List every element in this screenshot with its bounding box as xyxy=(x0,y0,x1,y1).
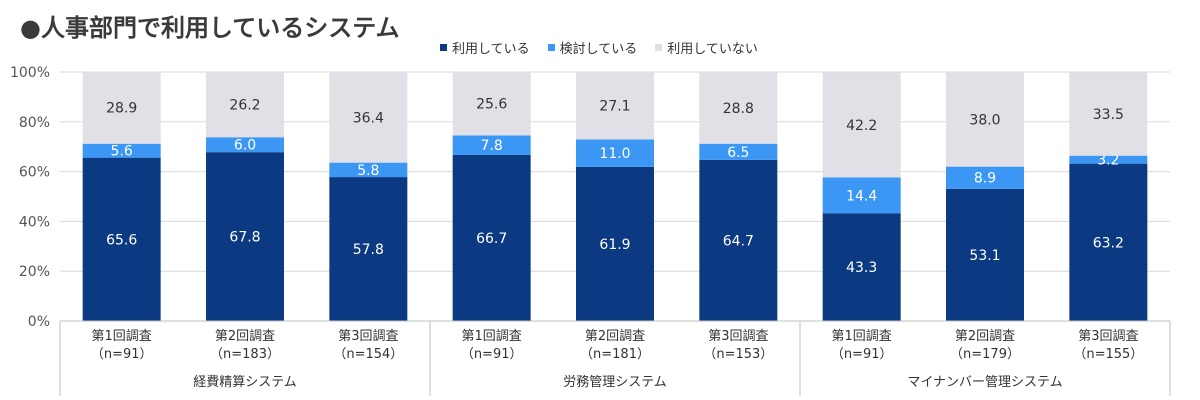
data-label: 38.0 xyxy=(969,112,1000,128)
category-sample-size: （n=91） xyxy=(91,347,153,362)
category-label: 第2回調査 xyxy=(585,329,645,344)
legend-swatch-not-using xyxy=(655,44,663,51)
category-label: 第1回調査 xyxy=(832,329,892,344)
bar-segment xyxy=(329,177,408,321)
category-label: 第1回調査 xyxy=(92,329,152,344)
legend-swatch-considering xyxy=(547,44,555,51)
data-label: 42.2 xyxy=(846,118,877,134)
data-label: 67.8 xyxy=(229,230,260,246)
y-tick-label: 100% xyxy=(10,65,50,81)
category-label: 第2回調査 xyxy=(955,329,1015,344)
data-label: 6.0 xyxy=(234,138,256,154)
bar-segment xyxy=(946,72,1024,167)
y-tick-label: 40% xyxy=(19,214,50,230)
bar-segment xyxy=(822,213,901,321)
category-sample-size: （n=183） xyxy=(210,347,280,362)
bar-segment xyxy=(206,137,284,153)
y-tick-label: 0% xyxy=(28,314,50,330)
bar-segment xyxy=(329,162,408,178)
category-sample-size: （n=154） xyxy=(333,347,403,362)
bar-segment xyxy=(822,177,901,214)
category-sample-size: （n=181） xyxy=(580,347,650,362)
data-label: 36.4 xyxy=(353,110,384,126)
data-label: 25.6 xyxy=(476,97,507,113)
data-label: 53.1 xyxy=(969,248,1000,264)
bar-segment xyxy=(946,188,1024,321)
category-sample-size: （n=155） xyxy=(1073,347,1143,362)
bar-segment xyxy=(946,166,1024,189)
bar-segment xyxy=(206,72,284,138)
bar-segment xyxy=(82,157,161,321)
data-label: 8.9 xyxy=(974,171,996,187)
bar-segment xyxy=(82,143,161,158)
data-label: 5.8 xyxy=(357,163,379,179)
bar-segment xyxy=(576,166,654,321)
data-label: 7.8 xyxy=(481,138,503,154)
bar-segment xyxy=(699,143,778,160)
bar-segment xyxy=(452,71,531,136)
category-label: 第1回調査 xyxy=(462,329,522,344)
data-label: 6.5 xyxy=(727,145,749,161)
bar-segment xyxy=(699,159,778,321)
data-label: 28.8 xyxy=(723,101,754,117)
legend-label-considering: 検討している xyxy=(559,42,638,57)
data-label: 28.9 xyxy=(106,101,137,117)
data-label: 27.1 xyxy=(599,99,630,115)
category-sample-size: （n=179） xyxy=(950,347,1020,362)
legend: 利用している 検討している 利用していない xyxy=(440,38,758,57)
legend-label-using: 利用している xyxy=(452,42,530,57)
data-label: 57.8 xyxy=(353,242,384,258)
data-label: 64.7 xyxy=(723,233,754,249)
y-tick-label: 80% xyxy=(19,115,50,131)
bar-segment xyxy=(699,72,778,144)
category-label: 第3回調査 xyxy=(338,329,398,344)
y-tick-label: 20% xyxy=(19,264,50,280)
data-label: 66.7 xyxy=(476,231,507,247)
data-label: 33.5 xyxy=(1093,107,1124,123)
category-sample-size: （n=91） xyxy=(461,347,523,362)
bar-segment xyxy=(329,72,408,163)
legend-swatch-using xyxy=(440,44,447,51)
category-label: 第3回調査 xyxy=(1078,329,1138,344)
legend-item-using: 利用している xyxy=(440,38,530,57)
data-label: 63.2 xyxy=(1093,235,1124,251)
data-label: 14.4 xyxy=(846,188,877,204)
group-label: 経費精算システム xyxy=(193,375,297,390)
group-label: 労務管理システム xyxy=(563,375,667,390)
category-sample-size: （n=91） xyxy=(831,347,893,362)
bar-segment xyxy=(82,71,161,144)
chart-title: ●人事部門で利用しているシステム xyxy=(20,14,400,42)
data-label: 65.6 xyxy=(106,232,137,248)
bar-segment xyxy=(1069,163,1148,321)
category-label: 第3回調査 xyxy=(708,329,768,344)
data-label: 11.0 xyxy=(599,146,630,162)
data-label: 3.2 xyxy=(1097,153,1119,169)
legend-item-not-using: 利用していない xyxy=(655,38,758,57)
bar-segment xyxy=(452,135,531,155)
group-label: マイナンバー管理システム xyxy=(907,375,1062,390)
bar-segment xyxy=(206,152,284,321)
legend-item-considering: 検討している xyxy=(547,38,638,57)
category-sample-size: （n=153） xyxy=(703,347,773,362)
bar-segment xyxy=(576,72,654,140)
bar-segment xyxy=(822,72,901,178)
bar-segment xyxy=(1069,155,1148,164)
legend-label-not-using: 利用していない xyxy=(667,42,758,57)
category-label: 第2回調査 xyxy=(215,329,275,344)
bar-segment xyxy=(1069,72,1148,156)
bar-segment xyxy=(452,154,531,321)
data-label: 5.6 xyxy=(111,144,133,160)
data-label: 26.2 xyxy=(229,98,260,114)
data-label: 61.9 xyxy=(599,237,630,253)
data-label: 43.3 xyxy=(846,260,877,276)
bar-segment xyxy=(576,139,654,167)
y-tick-label: 60% xyxy=(19,165,50,181)
